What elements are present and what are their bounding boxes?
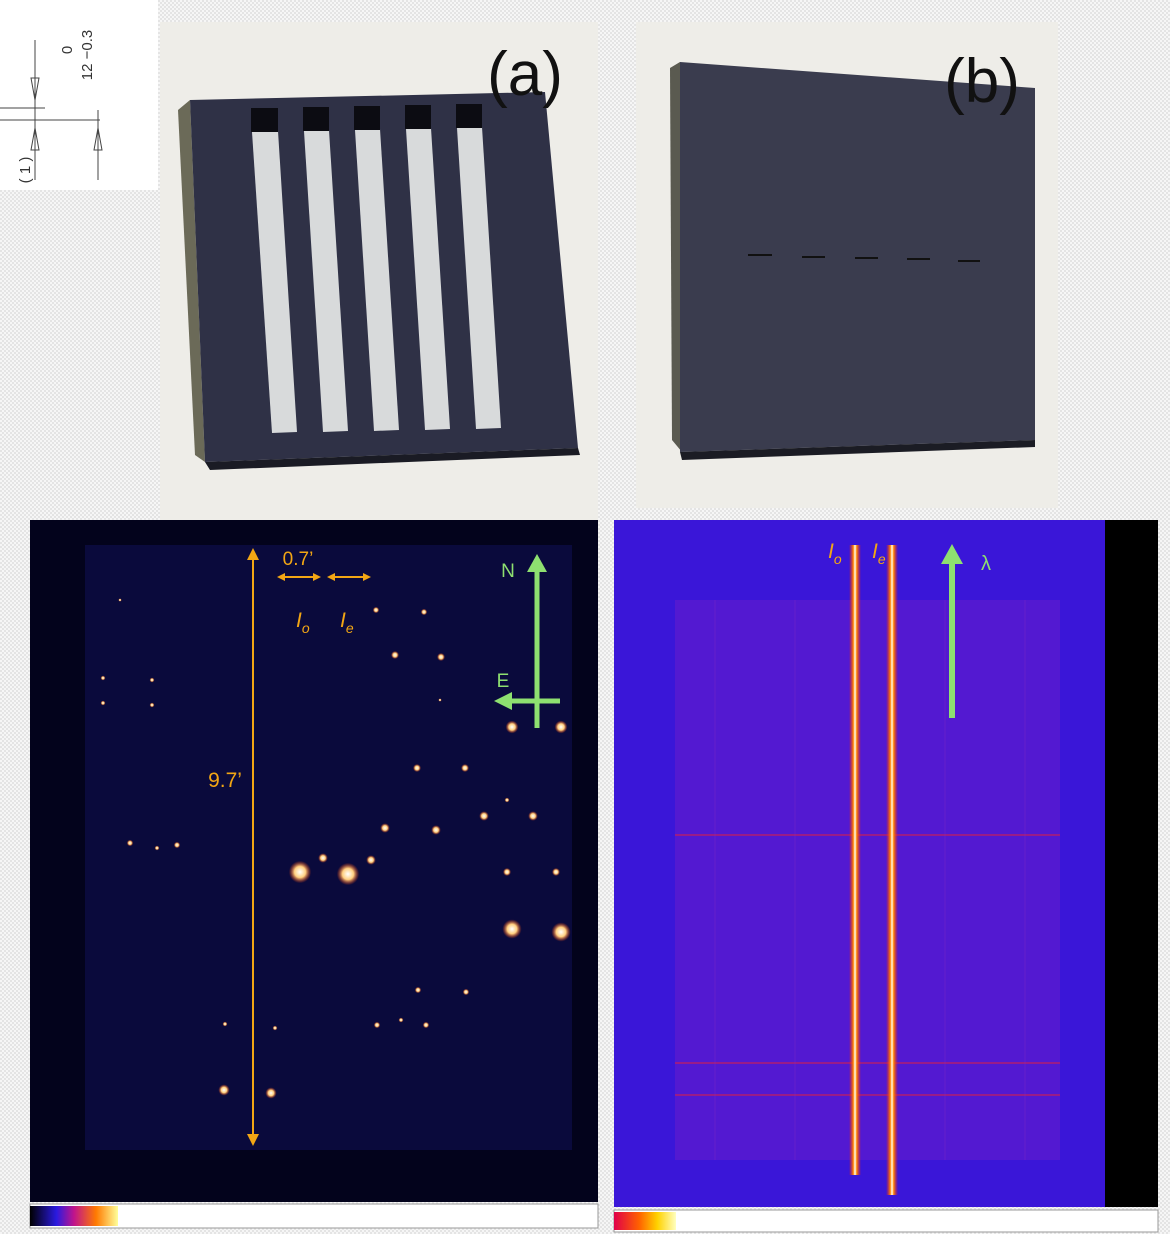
- colorbar: [614, 1210, 1158, 1232]
- drawing-text: 0: [59, 46, 76, 54]
- figure: 0 12 −0.3 ( 1 ) (a) (b): [0, 0, 1170, 1234]
- star: [373, 607, 379, 613]
- star: [101, 676, 106, 681]
- scale-label: 0.7’: [283, 549, 314, 570]
- star: [421, 609, 427, 615]
- star: [461, 764, 469, 772]
- star: [150, 703, 155, 708]
- star: [415, 987, 421, 993]
- panel-label: (b): [944, 47, 1020, 116]
- star: [265, 1087, 276, 1098]
- star: [437, 653, 445, 661]
- star: [174, 842, 180, 848]
- star: [374, 1022, 380, 1028]
- star: [366, 855, 376, 865]
- star: [479, 811, 489, 821]
- star: [505, 798, 510, 803]
- star: [555, 721, 568, 734]
- star: [118, 598, 121, 601]
- star: [431, 825, 441, 835]
- star: [506, 721, 519, 734]
- colorbar: [30, 1204, 598, 1228]
- star: [551, 922, 570, 941]
- star: [502, 919, 521, 938]
- spectrum-panel: [614, 520, 1158, 1207]
- star: [503, 868, 511, 876]
- star: [337, 863, 359, 885]
- compass-label: E: [497, 671, 510, 692]
- star: [289, 861, 311, 883]
- star: [438, 698, 441, 701]
- panel-label: (a): [487, 40, 563, 109]
- star: [273, 1026, 278, 1031]
- drawing-text: 12 −0.3: [79, 30, 96, 80]
- imaging-panel: [30, 520, 598, 1202]
- star: [399, 1018, 404, 1023]
- star: [391, 651, 399, 659]
- wavelength-label: λ: [981, 553, 991, 575]
- compass-label: N: [501, 561, 515, 582]
- star: [127, 840, 133, 846]
- star: [150, 678, 155, 683]
- star: [423, 1022, 429, 1028]
- star: [318, 853, 328, 863]
- drawing-text: ( 1 ): [17, 157, 34, 184]
- star: [223, 1022, 228, 1027]
- star: [155, 846, 160, 851]
- star: [413, 764, 421, 772]
- page: 0 12 −0.3 ( 1 ) (a) (b): [0, 0, 1170, 1234]
- scale-label: 9.7’: [208, 769, 242, 792]
- star: [101, 701, 106, 706]
- star: [463, 989, 469, 995]
- star: [552, 868, 560, 876]
- star: [380, 823, 390, 833]
- star: [218, 1084, 229, 1095]
- star: [528, 811, 538, 821]
